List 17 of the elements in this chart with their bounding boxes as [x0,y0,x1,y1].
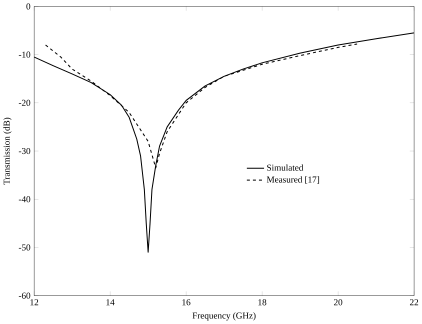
x-tick-label: 14 [106,299,115,306]
legend-label: Simulated [267,164,304,171]
x-tick-label: 12 [30,299,38,306]
x-tick-label: 20 [334,299,342,306]
y-axis-title: Transmission (dB) [3,118,12,185]
y-tick-label: -50 [18,244,30,251]
y-tick-label: -60 [18,292,30,299]
y-tick-label: -30 [18,148,30,154]
x-tick-label: 22 [410,299,418,306]
x-tick-label: 18 [258,299,266,306]
y-tick-label: -20 [18,100,30,106]
y-tick-label: 0 [26,3,30,10]
y-tick-label: -10 [18,52,30,58]
y-tick-label: -40 [18,196,30,202]
legend-label: Measured [17] [266,176,320,184]
x-axis-title: Frequency (GHz) [192,312,256,321]
x-tick-label: 16 [182,299,190,306]
